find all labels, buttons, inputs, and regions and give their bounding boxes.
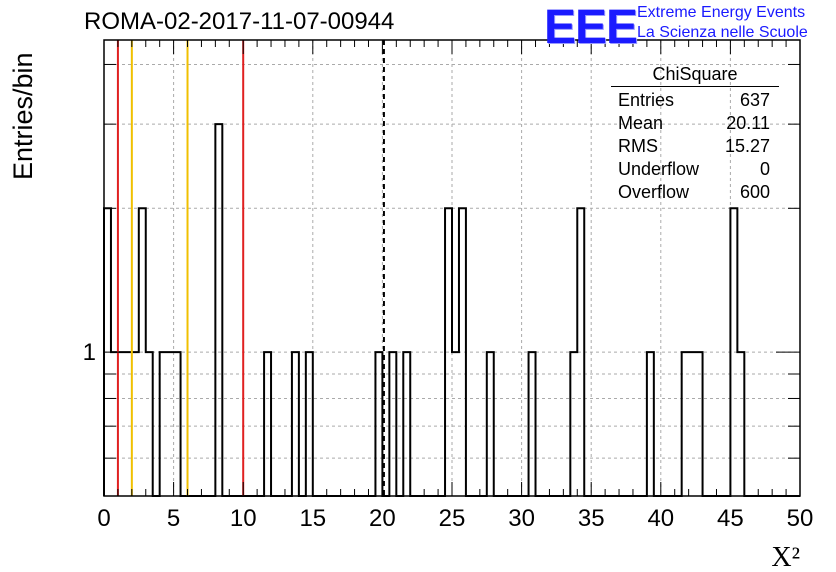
stats-title: ChiSquare — [611, 64, 779, 87]
axis-ticks — [103, 40, 801, 496]
stats-row-mean: Mean 20.11 — [611, 112, 779, 135]
x-tick-label: 30 — [508, 505, 535, 532]
stats-row-rms: RMS 15.27 — [611, 135, 779, 158]
x-axis-label: X² — [771, 542, 800, 572]
y-tick-label: 1 — [83, 339, 96, 366]
stats-value: 20.11 — [726, 113, 770, 133]
y-tick-labels: 1 — [83, 339, 96, 366]
x-tick-label: 25 — [439, 505, 466, 532]
histogram-bin — [215, 124, 222, 496]
x-tick-label: 0 — [97, 505, 110, 532]
stats-value: 15.27 — [724, 136, 770, 156]
x-tick-label: 50 — [787, 505, 814, 532]
stats-box: ChiSquare Entries 637 Mean 20.11 RMS 15.… — [611, 64, 779, 204]
stats-row-underflow: Underflow 0 — [611, 158, 779, 181]
x-tick-label: 10 — [230, 505, 257, 532]
x-tick-label: 40 — [647, 505, 674, 532]
stats-label: Underflow — [618, 159, 700, 179]
logo-line-1: Extreme Energy Events — [637, 4, 806, 21]
stats-label: Entries — [618, 90, 675, 110]
x-tick-label: 15 — [299, 505, 326, 532]
marker-lines — [116, 40, 385, 496]
x-tick-label: 20 — [369, 505, 396, 532]
stats-value: 637 — [739, 90, 770, 110]
x-tick-labels: 0 5 10 15 20 25 30 35 40 45 50 — [97, 505, 813, 532]
stats-row-entries: Entries 637 — [611, 89, 779, 112]
stats-label: Mean — [618, 113, 664, 133]
logo-line-2: La Scienza nelle Scuole — [637, 24, 808, 41]
x-tick-label: 45 — [717, 505, 744, 532]
stats-value: 0 — [759, 159, 770, 179]
stats-value: 600 — [739, 182, 770, 202]
chart-title: ROMA-02-2017-11-07-00944 — [84, 8, 395, 35]
x-tick-label: 35 — [578, 505, 605, 532]
y-axis-label: Entries/bin — [8, 52, 38, 180]
stats-label: Overflow — [618, 182, 690, 202]
stats-label: RMS — [618, 136, 658, 156]
stats-row-overflow: Overflow 600 — [611, 181, 779, 204]
eee-logo: EEE — [544, 1, 638, 54]
x-tick-label: 5 — [167, 505, 180, 532]
